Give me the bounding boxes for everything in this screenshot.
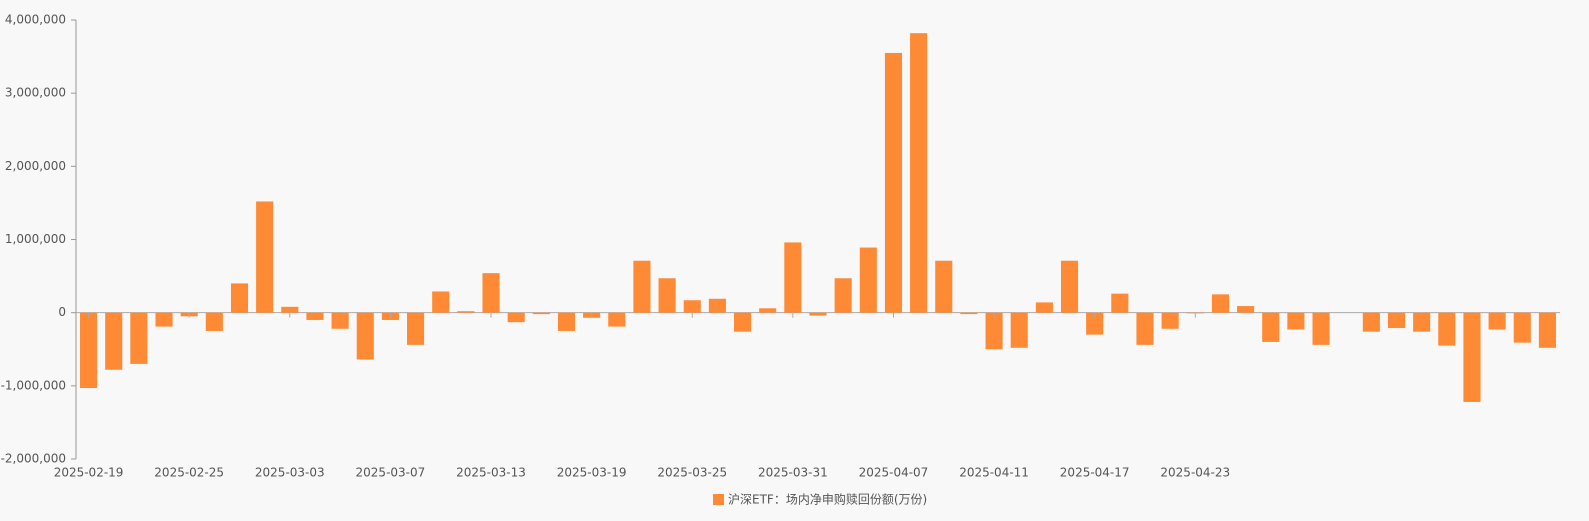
x-tick-label: 2025-02-25 [154,466,224,480]
bar [1060,260,1079,313]
x-tick-label: 2025-04-07 [859,466,929,480]
bar [1010,312,1028,348]
bar [1413,312,1431,332]
bar [985,312,1003,350]
bar [130,312,148,364]
bar [1287,312,1305,330]
x-tick-label: 2025-04-11 [959,466,1029,480]
bar [1438,312,1456,346]
bar [683,300,701,313]
bar [155,312,173,327]
bar [658,278,676,313]
bar [633,260,651,313]
bar [1387,312,1406,329]
bar [1111,293,1129,313]
bar [1538,312,1556,348]
bar [960,312,978,315]
bar [1463,312,1481,402]
bar [557,312,576,331]
y-tick-label: 1,000,000 [5,232,66,246]
bar [507,312,525,323]
bar [834,278,852,313]
x-tick-label: 2025-03-03 [255,466,325,480]
x-tick-label: 2025-03-19 [557,466,627,480]
x-tick-label: 2025-04-23 [1160,466,1230,480]
bar [306,312,324,320]
legend-label: 沪深ETF：场内净申购赎回份额(万份) [728,492,927,507]
x-tick-label: 2025-02-19 [54,466,124,480]
bar [910,33,928,313]
bar [356,312,374,360]
y-tick-label: 3,000,000 [5,86,66,100]
bar [1488,312,1506,330]
bar [1161,312,1179,329]
y-tick-label: -1,000,000 [1,378,66,392]
bar [884,52,903,313]
bar [859,247,877,313]
bar [1136,312,1154,345]
bar [608,312,626,327]
bar [733,312,752,332]
y-tick-label: 4,000,000 [5,13,66,27]
bar [230,283,249,313]
bar [1211,294,1229,313]
bar [331,312,349,329]
bar [935,260,953,313]
bar [1086,312,1104,335]
bar [1513,312,1531,343]
bar [457,311,475,313]
y-tick-label: 2,000,000 [5,159,66,173]
bar [532,312,550,315]
bar [1262,312,1280,342]
bar [1312,312,1330,345]
x-tick-label: 2025-03-31 [758,466,828,480]
bar [1035,302,1053,313]
y-tick-label: 0 [58,305,66,319]
x-tick-label: 2025-03-13 [456,466,526,480]
x-tick-label: 2025-03-25 [657,466,727,480]
bar [407,312,425,345]
bar [708,298,726,313]
x-tick-label: 2025-04-17 [1060,466,1130,480]
bar [432,291,450,313]
x-tick-label: 2025-03-07 [356,466,426,480]
bar [482,273,500,313]
bar [1362,312,1380,332]
y-tick-label: -2,000,000 [1,452,66,466]
legend-swatch [713,494,724,505]
bar [784,242,802,313]
bar [256,201,274,313]
bar [281,306,299,313]
bar [105,312,123,370]
bar [80,312,98,389]
bar [809,312,827,316]
bar [205,312,223,331]
bar [1237,306,1255,313]
bar [759,308,777,313]
